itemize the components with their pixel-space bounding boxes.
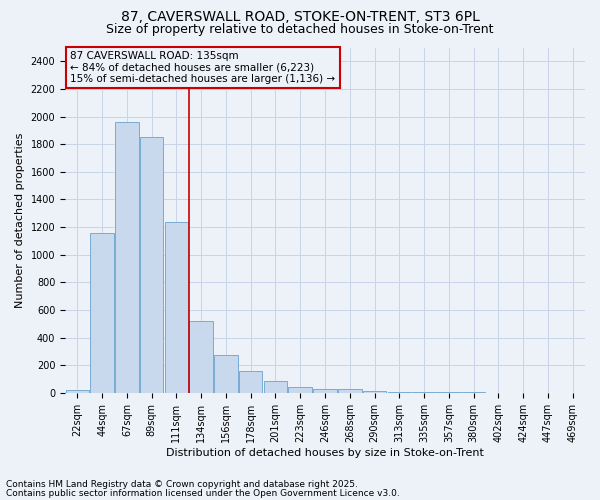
Bar xyxy=(115,122,139,393)
Bar xyxy=(164,222,188,393)
Bar xyxy=(338,389,362,393)
Bar xyxy=(363,391,386,393)
Bar xyxy=(313,388,337,393)
X-axis label: Distribution of detached houses by size in Stoke-on-Trent: Distribution of detached houses by size … xyxy=(166,448,484,458)
Bar xyxy=(264,381,287,393)
Y-axis label: Number of detached properties: Number of detached properties xyxy=(15,132,25,308)
Text: 87 CAVERSWALL ROAD: 135sqm
← 84% of detached houses are smaller (6,223)
15% of s: 87 CAVERSWALL ROAD: 135sqm ← 84% of deta… xyxy=(70,51,335,84)
Text: Size of property relative to detached houses in Stoke-on-Trent: Size of property relative to detached ho… xyxy=(106,22,494,36)
Bar xyxy=(214,355,238,393)
Bar xyxy=(437,392,461,393)
Bar xyxy=(140,138,163,393)
Bar xyxy=(91,232,114,393)
Bar xyxy=(289,386,312,393)
Bar xyxy=(190,321,213,393)
Bar xyxy=(388,392,411,393)
Bar xyxy=(239,372,262,393)
Text: Contains HM Land Registry data © Crown copyright and database right 2025.: Contains HM Land Registry data © Crown c… xyxy=(6,480,358,489)
Bar xyxy=(412,392,436,393)
Text: Contains public sector information licensed under the Open Government Licence v3: Contains public sector information licen… xyxy=(6,489,400,498)
Text: 87, CAVERSWALL ROAD, STOKE-ON-TRENT, ST3 6PL: 87, CAVERSWALL ROAD, STOKE-ON-TRENT, ST3… xyxy=(121,10,479,24)
Bar xyxy=(65,390,89,393)
